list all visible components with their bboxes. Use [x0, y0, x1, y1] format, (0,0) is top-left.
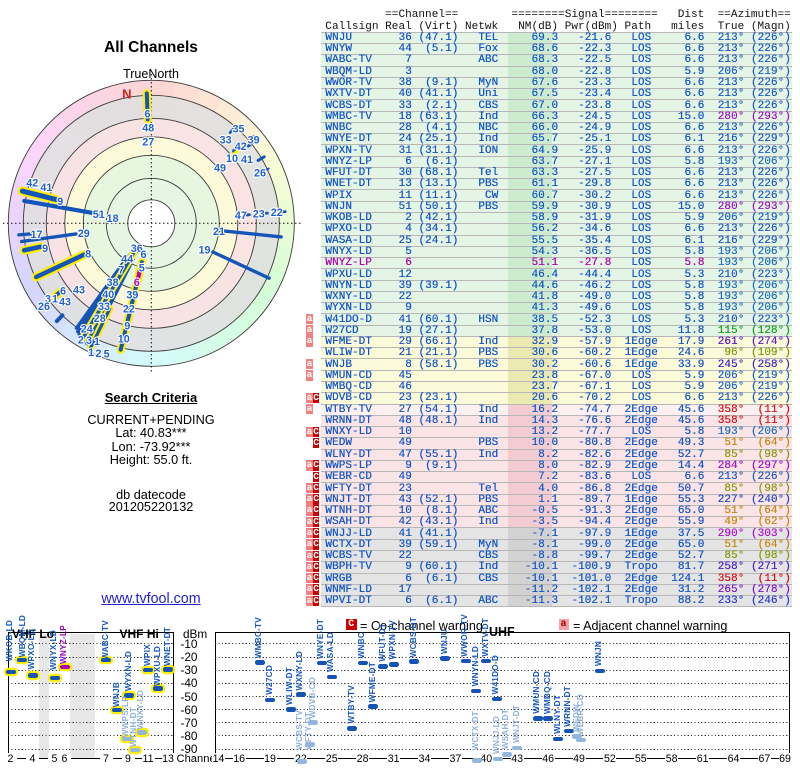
svg-text:26: 26: [38, 301, 50, 313]
svg-text:19: 19: [198, 244, 210, 256]
svg-text:51: 51: [93, 209, 105, 221]
svg-text:38: 38: [107, 277, 119, 289]
svg-text:8: 8: [85, 248, 91, 260]
svg-text:39: 39: [248, 135, 260, 147]
svg-text:47: 47: [235, 210, 247, 222]
svg-text:22: 22: [271, 207, 283, 219]
svg-text:21: 21: [213, 226, 225, 238]
svg-text:6: 6: [140, 249, 146, 261]
svg-text:6: 6: [60, 286, 66, 298]
svg-text:27: 27: [142, 137, 154, 149]
svg-text:5: 5: [104, 349, 110, 361]
svg-text:28: 28: [94, 313, 106, 325]
svg-text:9: 9: [57, 196, 63, 208]
svg-text:1: 1: [88, 347, 94, 359]
svg-text:42: 42: [235, 141, 247, 153]
svg-text:43: 43: [59, 297, 71, 309]
svg-text:29: 29: [78, 228, 90, 240]
svg-text:36: 36: [131, 243, 143, 255]
svg-text:40: 40: [102, 289, 114, 301]
svg-text:2: 2: [95, 348, 101, 360]
svg-text:41: 41: [241, 154, 253, 166]
svg-text:N: N: [122, 87, 131, 102]
svg-text:39: 39: [126, 290, 138, 302]
svg-text:1: 1: [52, 293, 58, 305]
svg-text:9: 9: [124, 321, 130, 333]
svg-text:48: 48: [142, 123, 154, 135]
svg-text:1: 1: [94, 336, 100, 348]
svg-text:42: 42: [26, 178, 38, 190]
svg-text:23: 23: [253, 208, 265, 220]
svg-text:3: 3: [86, 335, 92, 347]
svg-text:2: 2: [78, 334, 84, 346]
svg-text:6: 6: [134, 277, 140, 289]
svg-text:33: 33: [98, 301, 110, 313]
svg-text:5: 5: [139, 263, 145, 275]
svg-text:35: 35: [232, 124, 244, 136]
svg-text:17: 17: [30, 229, 42, 241]
svg-text:10: 10: [226, 153, 238, 165]
svg-text:22: 22: [123, 303, 135, 315]
svg-text:10: 10: [118, 334, 130, 346]
svg-text:18: 18: [107, 213, 119, 225]
svg-text:24: 24: [81, 324, 93, 336]
svg-text:9: 9: [42, 243, 48, 255]
svg-text:41: 41: [40, 182, 52, 194]
svg-text:33: 33: [220, 135, 232, 147]
svg-text:26: 26: [254, 168, 266, 180]
svg-text:6: 6: [144, 109, 150, 121]
svg-text:3: 3: [45, 293, 51, 305]
svg-text:43: 43: [73, 285, 85, 297]
svg-text:44: 44: [121, 254, 133, 266]
svg-text:49: 49: [214, 162, 226, 174]
svg-text:7: 7: [118, 265, 124, 277]
